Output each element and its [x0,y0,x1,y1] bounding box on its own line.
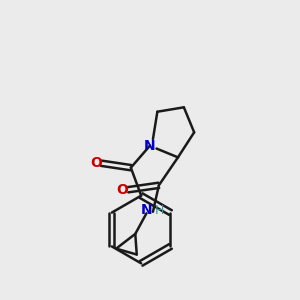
Text: O: O [90,156,102,170]
Text: N: N [144,139,156,153]
Text: H: H [155,204,164,217]
Text: N: N [141,203,152,218]
Text: O: O [117,183,129,197]
